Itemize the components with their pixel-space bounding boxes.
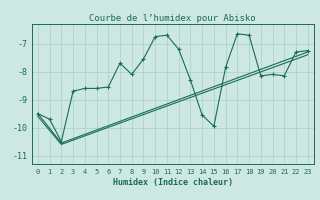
- X-axis label: Humidex (Indice chaleur): Humidex (Indice chaleur): [113, 178, 233, 187]
- Title: Courbe de l’humidex pour Abisko: Courbe de l’humidex pour Abisko: [90, 14, 256, 23]
